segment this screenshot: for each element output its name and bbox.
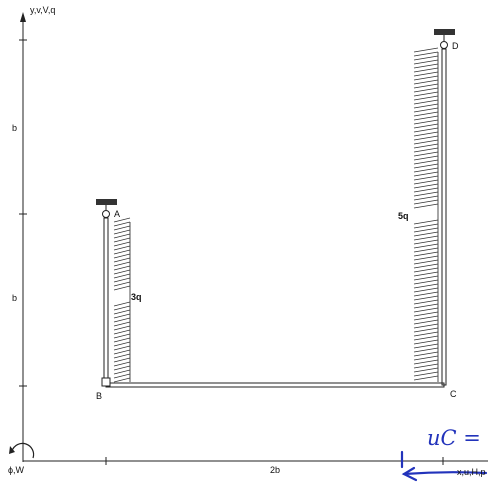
member-bc [105, 382, 445, 388]
handwritten-annotation: uC = [427, 426, 481, 450]
distributed-load-3q [113, 217, 131, 383]
y-axis [19, 12, 27, 462]
rotation-arrow-icon [11, 442, 35, 459]
dimension-2b: 2b [270, 465, 281, 475]
member-ab [103, 217, 109, 387]
rotation-label: ϕ,W [8, 465, 25, 475]
hinge-b-icon [101, 377, 111, 387]
node-b-label: B [96, 391, 103, 401]
dimension-upper-b: b [12, 123, 18, 133]
dimension-lower-b: b [12, 293, 18, 303]
node-c-label: C [450, 389, 457, 399]
handwritten-arrow-icon [400, 450, 488, 482]
load-label-5q: 5q [398, 211, 409, 221]
rotation-arrowhead-icon [9, 446, 15, 454]
node-d-label: D [452, 41, 459, 51]
node-a-label: A [114, 209, 121, 219]
support-d-icon [434, 29, 455, 49]
x-axis [23, 457, 488, 465]
distributed-load-5q [413, 47, 439, 382]
x-axis-label: x,u,H,p [457, 467, 486, 477]
y-axis-label: y,v,V,q [30, 5, 56, 15]
member-cd [441, 48, 447, 386]
load-label-3q: 3q [131, 292, 142, 302]
frame [103, 48, 447, 388]
